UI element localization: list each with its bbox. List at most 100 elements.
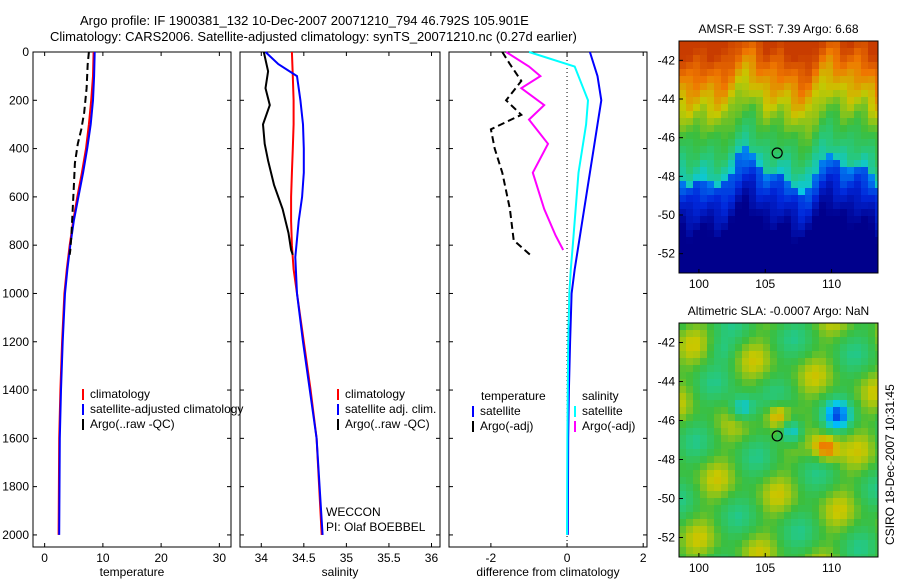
heatmap-cell [861,104,869,112]
heatmap-cell [812,202,820,210]
heatmap-cell [798,337,806,345]
heatmap-cell [833,456,841,464]
heatmap-cell [826,244,834,252]
heatmap-cell [861,188,869,196]
heatmap-cell [728,258,736,266]
heatmap-cell [686,195,694,203]
heatmap-cell [791,195,799,203]
heatmap-cell [826,90,834,98]
heatmap-cell [819,400,827,408]
heatmap-cell [763,223,771,231]
heatmap-cell [686,174,694,182]
heatmap-cell [728,477,736,485]
heatmap-cell [791,533,799,541]
heatmap-cell [840,111,848,119]
heatmap-cell [784,223,792,231]
heatmap-cell [819,526,827,534]
heatmap-cell [826,97,834,105]
heatmap-cell [770,330,778,338]
heatmap-cell [742,251,750,259]
heatmap-cell [763,146,771,154]
heatmap-cell [721,456,729,464]
heatmap-cell [707,41,715,49]
heatmap-cell [798,118,806,126]
heatmap-cell [721,344,729,352]
heatmap-cell [868,188,876,196]
heatmap-cell [763,414,771,422]
heatmap-cell [854,90,862,98]
heatmap-cell [679,237,687,245]
heatmap-cell [714,526,722,534]
heatmap-cell [721,125,729,133]
heatmap-cell [784,76,792,84]
heatmap-cell [826,463,834,471]
heatmap-cell [868,491,876,499]
heatmap-cell [784,519,792,527]
heatmap-cell [742,90,750,98]
y-tick-label: 1000 [2,286,29,300]
heatmap-cell [805,554,813,558]
heatmap-cell [861,533,869,541]
heatmap-cell [805,407,813,415]
heatmap-cell [875,174,879,182]
heatmap-cell [693,337,701,345]
heatmap-cell [749,470,757,478]
heatmap-cell [805,48,813,56]
heatmap-cell [756,111,764,119]
heatmap-cell [875,505,879,513]
heatmap-cell [749,153,757,161]
heatmap-cell [798,386,806,394]
heatmap-cell [833,55,841,63]
heatmap-cell [770,414,778,422]
heatmap-cell [763,251,771,259]
map-title: AMSR-E SST: 7.39 Argo: 6.68 [698,22,858,36]
heatmap-cell [770,174,778,182]
heatmap-cell [777,547,785,555]
heatmap-cell [833,97,841,105]
heatmap-cell [679,512,687,520]
heatmap-cell [840,379,848,387]
heatmap-cell [819,195,827,203]
heatmap-cell [847,330,855,338]
heatmap-cell [721,251,729,259]
heatmap-cell [875,195,879,203]
heatmap-cell [868,76,876,84]
heatmap-cell [840,435,848,443]
heatmap-cell [819,265,827,273]
heatmap-cell [763,554,771,558]
heatmap-cell [791,230,799,238]
heatmap-cell [833,351,841,359]
heatmap-cell [777,83,785,91]
heatmap-cell [707,400,715,408]
heatmap-cell [756,505,764,513]
heatmap-cell [847,146,855,154]
heatmap-cell [686,146,694,154]
heatmap-cell [756,104,764,112]
heatmap-cell [742,153,750,161]
heatmap-cell [791,237,799,245]
heatmap-cell [742,484,750,492]
heatmap-cell [777,209,785,217]
plot-frame-difference [448,51,648,548]
heatmap-cell [693,393,701,401]
heatmap-cell [728,393,736,401]
y-tick-label: 200 [9,93,29,107]
heatmap-cell [791,118,799,126]
heatmap-cell [679,449,687,457]
heatmap-cell [700,330,708,338]
heatmap-cell [742,547,750,555]
heatmap-cell [805,351,813,359]
heatmap-cell [805,372,813,380]
heatmap-cell [763,344,771,352]
heatmap-cell [721,505,729,513]
heatmap-cell [742,104,750,112]
heatmap-cell [770,477,778,485]
heatmap-cell [868,365,876,373]
heatmap-cell [693,505,701,513]
heatmap-cell [777,244,785,252]
heatmap-cell [798,69,806,77]
heatmap-cell [735,323,743,331]
heatmap-cell [812,554,820,558]
heatmap-cell [679,153,687,161]
heatmap-cell [840,400,848,408]
